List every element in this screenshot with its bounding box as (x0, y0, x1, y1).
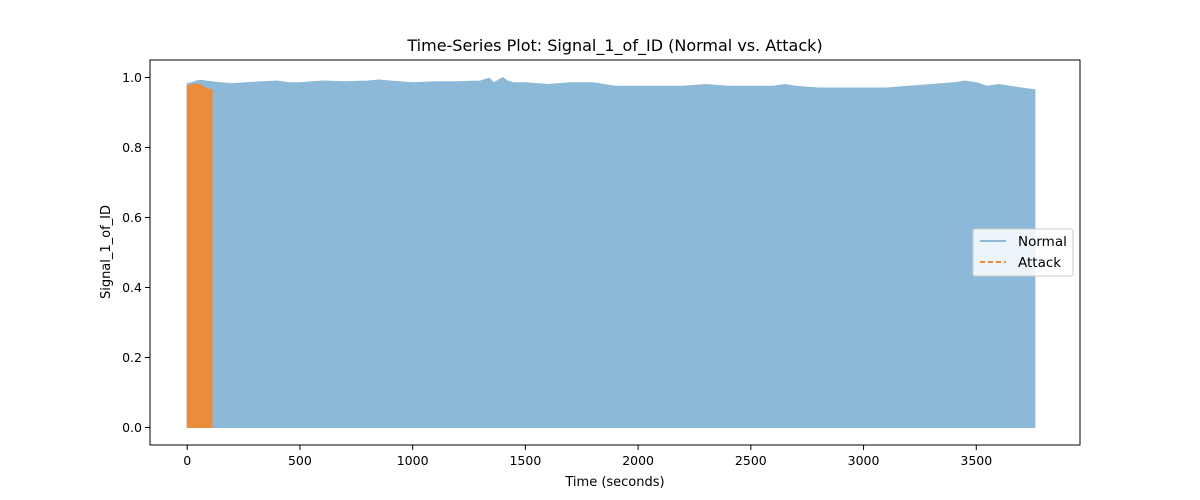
series-layer (186, 76, 1036, 428)
legend-normal-label: Normal (1018, 234, 1067, 250)
series-normal-area (186, 76, 1036, 428)
plot-frame (149, 59, 1081, 446)
legend: Normal Attack (972, 228, 1074, 277)
x-tick-label: 2500 (735, 453, 767, 468)
y-tick-label: 0.0 (122, 420, 142, 435)
x-tick-label: 2000 (622, 453, 654, 468)
x-axis-ticks: 0 500 1000 1500 2000 2500 3000 3500 (183, 445, 992, 468)
y-axis-ticks: 0.0 0.2 0.4 0.6 0.8 1.0 (122, 70, 150, 435)
series-attack-area (186, 83, 213, 428)
y-axis-label: Signal_1_of_ID (99, 205, 114, 299)
x-tick-label: 1500 (509, 453, 541, 468)
x-axis-label: Time (seconds) (564, 475, 664, 490)
chart-title: Time-Series Plot: Signal_1_of_ID (Normal… (406, 36, 822, 56)
y-tick-label: 0.2 (122, 350, 142, 365)
y-tick-label: 1.0 (122, 70, 142, 85)
x-tick-label: 0 (183, 453, 191, 468)
y-tick-label: 0.6 (122, 210, 142, 225)
y-tick-label: 0.4 (122, 280, 142, 295)
y-tick-label: 0.8 (122, 140, 142, 155)
x-tick-label: 1000 (397, 453, 429, 468)
x-tick-label: 3000 (848, 453, 880, 468)
legend-attack-label: Attack (1018, 255, 1061, 271)
x-tick-label: 500 (288, 453, 312, 468)
x-tick-label: 3500 (960, 453, 992, 468)
